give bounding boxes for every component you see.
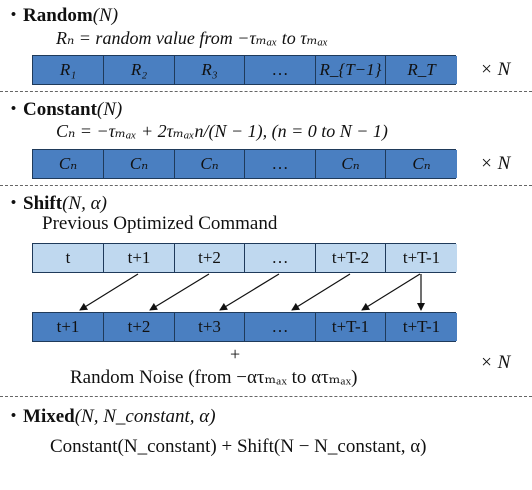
shifted-cell: t+T-1 [316,313,386,341]
shifted-cell: t+1 [33,313,104,341]
shifted-cell: t+2 [104,313,175,341]
constant-cell: Cₙ [33,150,104,178]
random-header: ・Random(N) [4,0,118,27]
constant-args: (N) [96,99,123,120]
random-title: Random [23,5,93,26]
constant-cell: Cₙ [316,150,386,178]
previous-cell: t [33,244,104,272]
previous-command-sequence: t t+1 t+2 … t+T-2 t+T-1 [32,243,457,273]
random-cell: R₃ [175,56,245,84]
random-bullet: ・ [4,5,24,26]
shifted-sequence: t+1 t+2 t+3 … t+T-1 t+T-1 [32,312,457,342]
previous-cell: … [245,244,316,272]
shift-args: (N, α) [62,193,107,214]
shift-arrow [149,273,210,311]
constant-cell: Cₙ [386,150,457,178]
constant-cell: Cₙ [175,150,245,178]
random-cell: R_T [386,56,457,84]
shift-arrow [291,273,351,311]
previous-cell: t+T-2 [316,244,386,272]
section-divider [0,396,532,397]
constant-times: × N [480,153,511,174]
shifted-cell: t+T-1 [386,313,457,341]
shift-arrow [219,273,280,311]
section-divider [0,91,532,92]
constant-bullet: ・ [4,99,24,120]
random-cell: R₂ [104,56,175,84]
mixed-bullet: ・ [4,406,24,427]
constant-title: Constant [23,99,97,120]
shift-title: Shift [23,193,63,214]
previous-cell: t+2 [175,244,245,272]
constant-sequence: Cₙ Cₙ Cₙ … Cₙ Cₙ [32,149,457,179]
mixed-args: (N, N_constant, α) [74,406,216,427]
previous-cell: t+1 [104,244,175,272]
random-sequence: R₁ R₂ R₃ … R_{T−1} R_T [32,55,457,85]
shift-header: ・Shift(N, α) [4,188,107,215]
random-formula: Rₙ = random value from −τₘₐₓ to τₘₐₓ [56,28,329,48]
random-cell: … [245,56,316,84]
random-times: × N [480,59,511,80]
previous-command-label: Previous Optimized Command [42,213,278,234]
mixed-formula: Constant(N_constant) + Shift(N − N_const… [50,436,427,457]
shifted-cell: … [245,313,316,341]
previous-cell: t+T-1 [386,244,457,272]
constant-cell: … [245,150,316,178]
shift-arrow [361,273,421,311]
plus-sign: + [230,344,241,364]
mixed-header: ・Mixed(N, N_constant, α) [4,401,216,428]
shift-bullet: ・ [4,193,24,214]
shifted-cell: t+3 [175,313,245,341]
constant-formula: Cₙ = −τₘₐₓ + 2τₘₐₓn/(N − 1), (n = 0 to N… [56,121,388,141]
random-args: (N) [92,5,119,26]
section-divider [0,185,532,186]
shift-times: × N [480,352,511,373]
shift-arrow [79,273,139,311]
random-cell: R₁ [33,56,104,84]
mixed-title: Mixed [23,406,75,427]
constant-header: ・Constant(N) [4,94,122,121]
random-cell: R_{T−1} [316,56,386,84]
random-noise-label: Random Noise (from −ατₘₐₓ to ατₘₐₓ) [70,367,358,388]
constant-cell: Cₙ [104,150,175,178]
